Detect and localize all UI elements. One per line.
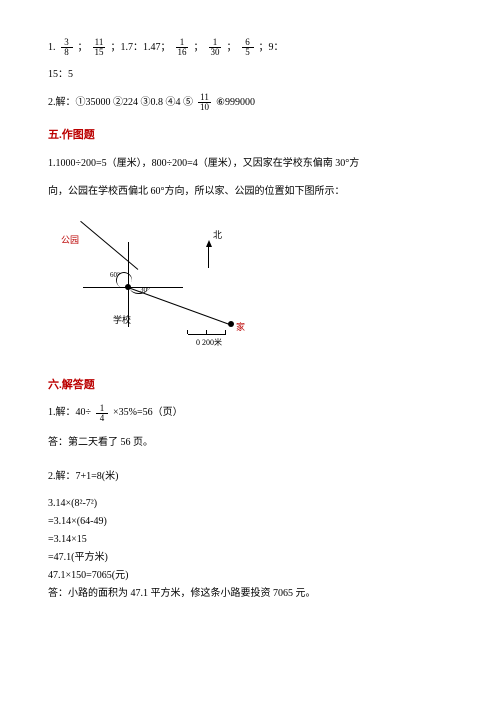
a1-mid: ×35%=56（页） <box>113 404 183 422</box>
a2-answer: 答：小路的面积为 47.1 平方米，修这条小路要投资 7065 元。 <box>48 585 452 603</box>
a2-line2: 3.14×(8²-7²) <box>48 495 452 513</box>
p5-line2: 向，公园在学校西偏北 60°方向，所以家、公园的位置如下图所示： <box>48 182 452 202</box>
a2-line1: 2.解：7+1=8(米) <box>48 467 452 487</box>
a1-answer: 答：第二天看了 56 页。 <box>48 433 452 453</box>
q1-line2: 15：5 <box>48 65 452 85</box>
north-line <box>208 246 209 268</box>
scale-tick <box>187 330 188 334</box>
fraction-3-8: 38 <box>61 38 73 57</box>
a1-pre: 1.解：40÷ <box>48 404 91 422</box>
fraction-1-4: 14 <box>96 404 108 423</box>
fraction-1-30: 130 <box>209 38 222 57</box>
a2-line4: =3.14×15 <box>48 531 452 549</box>
section-5-title: 五.作图题 <box>48 126 452 146</box>
angle-60-label: 60° <box>110 269 120 282</box>
fraction-1-16: 116 <box>176 38 189 57</box>
park-label: 公园 <box>61 232 79 248</box>
a2-line3: =3.14×(64-49) <box>48 513 452 531</box>
scale-tick <box>206 330 207 334</box>
q2-pre: 2.解：①35000 ②224 ③0.8 ④4 ⑤ <box>48 94 193 112</box>
school-label: 学校 <box>113 312 131 328</box>
sep: ； <box>194 39 204 57</box>
question-2: 2.解：①35000 ②224 ③0.8 ④4 ⑤ 1110 ⑥999000 <box>48 93 452 112</box>
home-label: 家 <box>236 319 245 335</box>
scale-label: 0 200米 <box>196 336 222 350</box>
school-dot-icon <box>125 284 131 290</box>
a2-line5: =47.1(平方米) <box>48 549 452 567</box>
sep: ； <box>78 39 88 57</box>
a2-line6: 47.1×150=7065(元) <box>48 567 452 585</box>
section-6-title: 六.解答题 <box>48 376 452 396</box>
answer-1: 1.解：40÷ 14 ×35%=56（页） <box>48 404 452 423</box>
text: ；9： <box>259 39 284 57</box>
sep: ； <box>227 39 237 57</box>
scale-bar <box>188 334 226 335</box>
scale-tick <box>225 330 226 334</box>
angle-30-label: 30° <box>140 284 150 297</box>
fraction-11-15: 1115 <box>93 38 106 57</box>
fraction-11-10: 1110 <box>198 93 211 112</box>
q2-post: ⑥999000 <box>216 94 255 112</box>
direction-diagram: 北 60° 30° 公园 学校 家 0 200米 <box>58 212 278 362</box>
q1-num: 1. <box>48 39 56 57</box>
home-dot-icon <box>228 321 234 327</box>
text: ；1.7：1.47； <box>111 39 171 57</box>
p5-line1: 1.1000÷200=5（厘米），800÷200=4（厘米），又因家在学校东偏南… <box>48 154 452 174</box>
north-arrow-icon <box>206 240 212 247</box>
question-1-line1: 1. 38 ； 1115 ；1.7：1.47； 116 ； 130 ； 65 ；… <box>48 38 452 57</box>
fraction-6-5: 65 <box>242 38 254 57</box>
north-label: 北 <box>213 227 222 243</box>
park-line <box>80 221 138 270</box>
